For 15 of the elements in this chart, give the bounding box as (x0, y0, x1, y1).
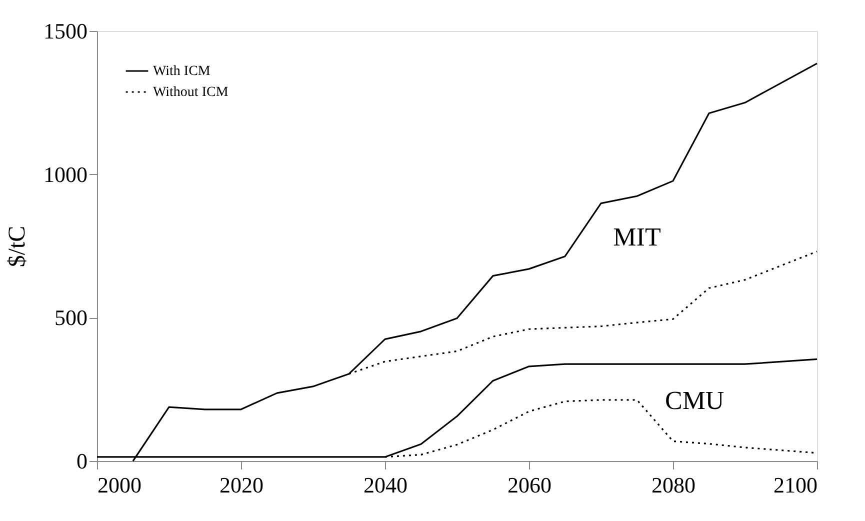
x-tick-label: 2000 (98, 472, 142, 498)
legend-label: Without ICM (153, 85, 229, 100)
y-tick-label: 1500 (44, 18, 88, 44)
y-tick-label: 500 (54, 305, 88, 330)
x-tick-label: 2040 (364, 472, 408, 498)
y-axis-title: $/tC (4, 226, 30, 268)
x-tick-label: 2100 (774, 472, 818, 498)
x-tick-label: 2080 (652, 472, 696, 498)
x-tick-label: 2020 (220, 472, 264, 498)
annotation: CMU (664, 386, 724, 415)
x-tick-label: 2060 (508, 472, 552, 498)
annotation: MIT (613, 222, 661, 252)
y-tick-label: 0 (76, 448, 88, 474)
legend-label: With ICM (153, 64, 211, 79)
y-tick-label: 1000 (44, 162, 88, 187)
